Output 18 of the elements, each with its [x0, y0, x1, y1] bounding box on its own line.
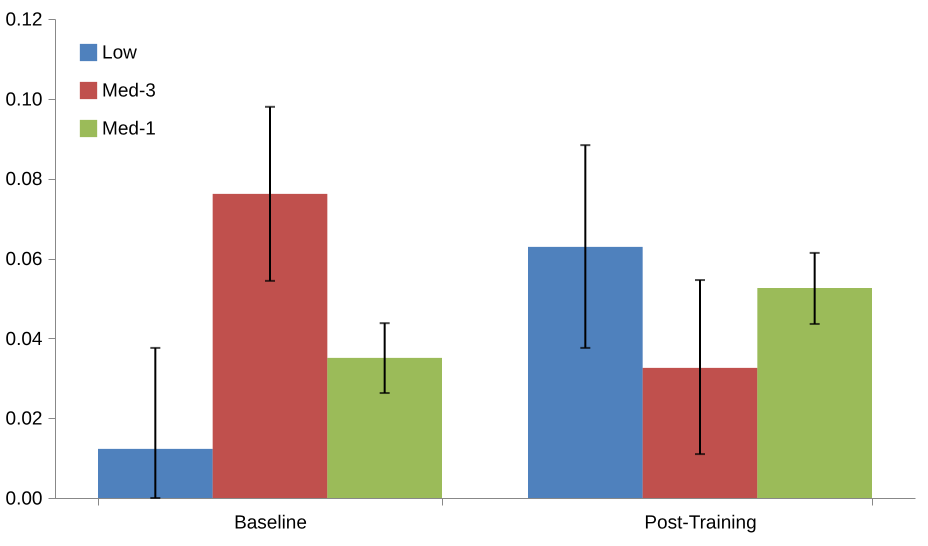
- y-tick-label: 0.04: [6, 328, 43, 350]
- x-tick-label: Baseline: [234, 512, 307, 534]
- y-tick-label: 0.10: [6, 89, 42, 110]
- legend-label: Low: [102, 42, 138, 64]
- y-tick-label: 0.02: [6, 408, 42, 430]
- bar: [98, 448, 213, 498]
- bar: [212, 194, 328, 498]
- y-tick-label: 0.12: [6, 10, 42, 30]
- legend-label: Med-1: [102, 118, 156, 140]
- bar: [642, 368, 758, 498]
- y-tick-label: 0.08: [6, 169, 42, 190]
- legend-label: Med-3: [102, 80, 156, 102]
- y-tick-label: 0.00: [6, 488, 42, 510]
- bar: [757, 288, 872, 498]
- bar: [327, 358, 442, 498]
- y-tick-label: 0.06: [6, 249, 42, 270]
- x-tick-label: Post-Training: [644, 512, 757, 534]
- bar: [528, 246, 643, 498]
